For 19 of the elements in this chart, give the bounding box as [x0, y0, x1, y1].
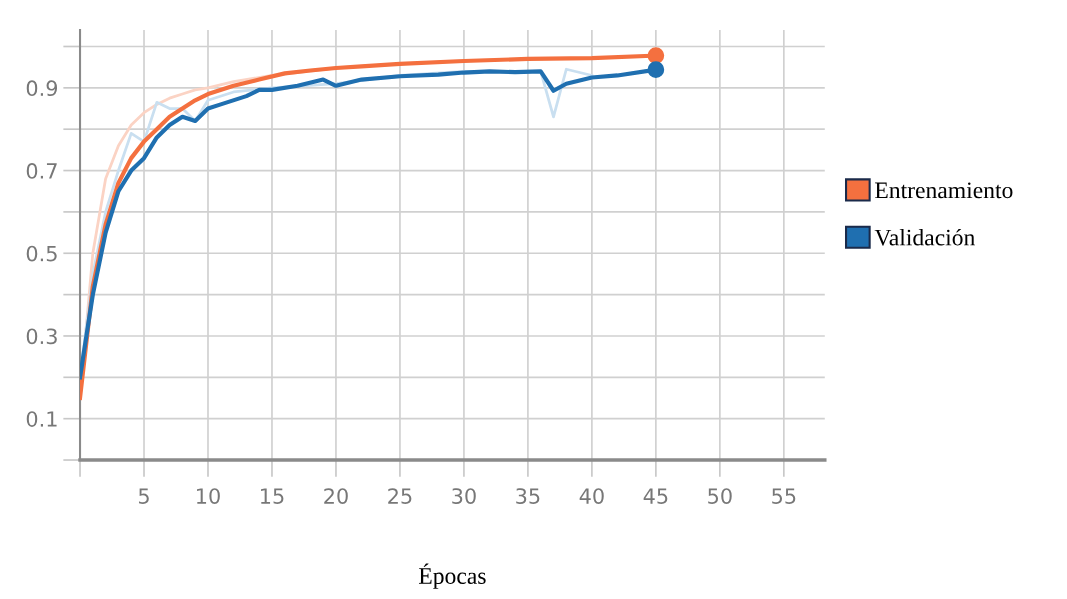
x-axis-title: Épocas [418, 563, 486, 589]
x-tick-label: 20 [324, 488, 348, 504]
y-tick-label: 0.3 [26, 328, 57, 345]
y-tick-label: 0.1 [26, 411, 57, 427]
x-tick-label: 5 [138, 488, 149, 504]
x-tick-label: 55 [772, 488, 796, 504]
y-tick-label: 0.9 [26, 80, 58, 97]
x-tick-label: 30 [452, 488, 476, 504]
y-tick-label: 0.5 [26, 245, 57, 262]
y-tick-label: 0.7 [26, 163, 57, 179]
x-tick-label: 35 [516, 488, 540, 504]
x-tick-label: 10 [197, 488, 220, 504]
x-tick-label: 15 [261, 488, 284, 504]
x-tick-label: 45 [643, 488, 668, 504]
x-tick-label: 40 [579, 488, 604, 504]
legend-label: Validación [874, 228, 975, 246]
x-tick-label: 50 [708, 488, 732, 504]
x-tick-label: 25 [388, 488, 412, 504]
legend-label: Entrenamiento [875, 182, 1013, 199]
